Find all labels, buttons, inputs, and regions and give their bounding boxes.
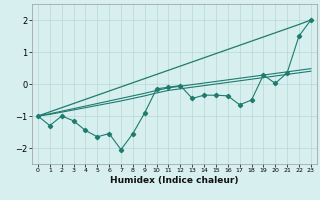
X-axis label: Humidex (Indice chaleur): Humidex (Indice chaleur)	[110, 176, 239, 185]
